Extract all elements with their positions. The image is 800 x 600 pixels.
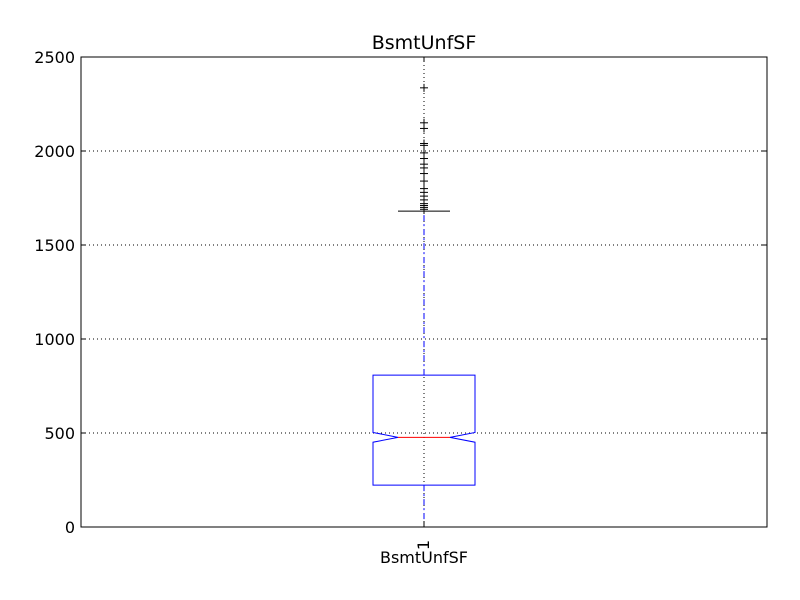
outlier-marker [420,139,428,148]
boxplot-series [372,83,476,528]
y-tick-label: 500 [44,424,75,443]
outlier-marker [420,184,428,193]
y-tick-label: 1000 [34,330,75,349]
y-tick-label: 2000 [34,142,75,161]
x-axis-ticks: 1 [414,57,433,550]
x-tick-label: 1 [414,540,433,550]
box-notched [372,374,476,486]
y-axis-ticks: 0 500 1000 1500 2000 2500 [34,48,767,537]
outlier-marker [420,148,428,157]
y-tick-label: 0 [65,518,75,537]
y-tick-label: 1500 [34,236,75,255]
outlier-marker [420,118,428,127]
chart-title: BsmtUnfSF [372,32,477,54]
outlier-marker [420,177,428,186]
x-axis-label: BsmtUnfSF [380,548,468,567]
outlier-marker [420,83,428,92]
y-tick-label: 2500 [34,48,75,67]
